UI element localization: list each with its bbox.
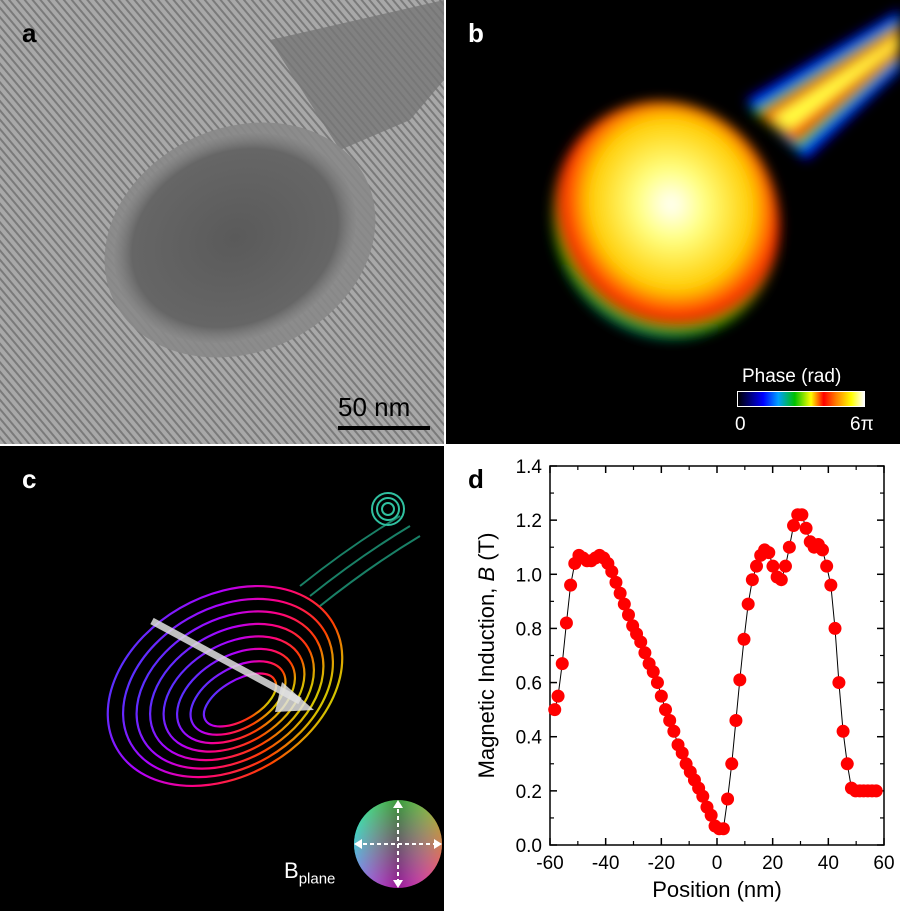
data-point (815, 543, 829, 557)
panel-d-line-profile: -60 -40 -20 0 20 40 60 0.0 0.2 0.4 0.6 0.8 1.0 1.2 1.4… (446, 446, 900, 911)
data-point (745, 573, 759, 587)
b-plane-legend-label: Bplane (284, 858, 336, 888)
data-point (721, 792, 735, 806)
data-point (650, 676, 664, 690)
scale-bar-label: 50 nm (338, 392, 411, 422)
data-point (548, 703, 562, 717)
x-tick-label: 0 (712, 853, 723, 874)
data-point (787, 519, 801, 533)
x-tick-label: -60 (536, 853, 563, 874)
data-point (659, 703, 673, 717)
tem-image (0, 0, 444, 444)
data-point (799, 521, 813, 535)
data-point (778, 559, 792, 573)
y-tick-label: 0.2 (516, 782, 542, 803)
panel-label-b: b (468, 18, 484, 48)
data-point (675, 746, 689, 760)
x-tick-label: 40 (818, 853, 839, 874)
color-wheel-legend (354, 800, 442, 888)
plot-frame (549, 465, 885, 846)
scale-bar (338, 426, 430, 430)
x-axis-label: Position (nm) (652, 877, 782, 902)
y-axis-label: Magnetic Induction, B (T) (474, 533, 499, 779)
x-tick-label: -20 (648, 853, 675, 874)
data-point (737, 632, 751, 646)
x-tick-label: 60 (873, 853, 894, 874)
data-point (634, 635, 648, 649)
data-point (750, 559, 764, 573)
data-point (555, 657, 569, 671)
data-point (617, 597, 631, 611)
data-point (621, 608, 635, 622)
y-tick-label: 0.0 (516, 836, 542, 857)
y-tick-label: 0.6 (516, 674, 542, 695)
induction-contour-map (106, 492, 442, 888)
data-point (836, 724, 850, 738)
data-point (824, 578, 838, 592)
data-point (654, 689, 668, 703)
data-point (832, 676, 846, 690)
panel-b-phase-map: b (446, 0, 900, 444)
x-tick-label: -40 (592, 853, 619, 874)
data-point (646, 665, 660, 679)
data-point (762, 546, 776, 560)
x-tick-label: 20 (762, 853, 783, 874)
data-point (766, 559, 780, 573)
data-point (725, 757, 739, 771)
data-point (638, 646, 652, 660)
panel-label-d: d (468, 464, 484, 494)
data-point (869, 784, 883, 798)
data-point (729, 713, 743, 727)
data-point (613, 586, 627, 600)
y-tick-label: 0.8 (516, 619, 542, 640)
y-tick-label: 1.0 (516, 565, 542, 586)
panel-c-induction-map: c (0, 446, 444, 911)
data-point (774, 573, 788, 587)
y-tick-label: 0.4 (516, 728, 543, 749)
data-point (741, 597, 755, 611)
data-point (716, 822, 730, 836)
panel-a-tem-image: a (0, 0, 444, 444)
phase-colorbar (737, 391, 865, 407)
panel-label-a: a (22, 18, 37, 48)
data-point (733, 673, 747, 687)
y-tick-label: 1.2 (516, 511, 542, 532)
colorbar-min: 0 (735, 414, 746, 435)
colorbar-title: Phase (rad) (742, 366, 842, 387)
data-point (704, 808, 718, 822)
data-point (820, 559, 834, 573)
data-point (605, 565, 619, 579)
y-tick-label: 1.4 (516, 457, 543, 478)
data-point (663, 713, 677, 727)
data-point (782, 540, 796, 554)
data-point (559, 616, 573, 630)
data-point (840, 757, 854, 771)
phase-map (552, 10, 900, 339)
data-point (551, 689, 565, 703)
data-point (564, 578, 578, 592)
colorbar-max: 6π (850, 414, 874, 435)
data-point (667, 724, 681, 738)
data-point (795, 508, 809, 522)
data-point (828, 621, 842, 635)
induction-profile-chart: -60 -40 -20 0 20 40 60 0.0 0.2 0.4 0.6 0.8 1.0 1.2 1.4… (474, 457, 895, 902)
panel-label-c: c (22, 464, 37, 494)
data-point (609, 575, 623, 589)
data-point (696, 789, 710, 803)
